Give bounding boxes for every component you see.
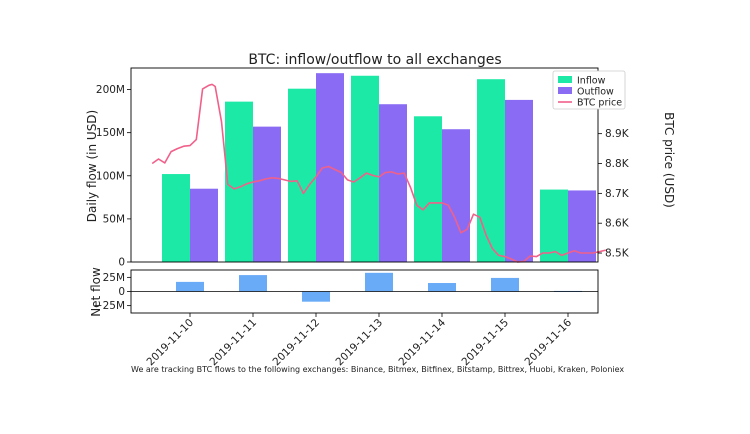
net-flow-bar-2 [239,275,267,292]
y2-tick-label-3: 8.7K [605,188,630,200]
y2-tick-label-4: 8.8K [605,158,630,170]
y2-tick-label-2: 8.6K [605,218,630,230]
net-flow-group [131,272,598,302]
x-tick-label-6: 2019-11-15 [459,317,511,369]
y-tick-label-3: 100M [96,170,125,182]
y-axis-label: Daily flow (in USD) [85,110,99,222]
outflow-bar-5 [442,129,470,262]
y2-tick-label-1: 8.5K [605,248,630,260]
net-flow-bar-5 [428,283,456,292]
legend-label-3: BTC price [577,98,622,109]
inflow-bar-1 [162,174,190,262]
legend-swatch-2 [558,87,572,94]
net-y-tick-label-1: 25M [103,272,125,284]
inflow-bar-5 [414,116,442,262]
inflow-bar-3 [288,88,316,263]
inflow-bar-7 [540,189,568,262]
y-tick-label-2: 50M [103,213,125,225]
x-tick-label-7: 2019-11-16 [522,316,574,368]
legend-swatch-1 [558,76,572,83]
net-flow-bar-3 [302,291,330,302]
inflow-bar-4 [351,75,379,262]
x-tick-label-4: 2019-11-13 [333,317,385,369]
x-tick-label-1: 2019-11-10 [144,317,196,369]
x-tick-label-3: 2019-11-12 [270,317,322,369]
outflow-bar-7 [568,190,596,262]
main-plot-frame [130,67,599,263]
y2-tick-label-5: 8.9K [605,128,630,140]
y2-axis-label: BTC price (USD) [662,112,676,208]
inflow-bar-6 [477,79,505,262]
inflow-bar-2 [225,101,253,262]
price-line-group [151,83,606,263]
y-tick-label-1: 0 [118,257,125,269]
chart-title: BTC: inflow/outflow to all exchanges [248,52,501,68]
net-flow-axis-label: Net flow [89,267,103,317]
net-flow-bar-1 [176,281,204,292]
net-y-tick-label-2: 0 [118,286,125,298]
bar-series-group [162,73,596,263]
x-tick-label-2: 2019-11-11 [207,317,259,369]
outflow-bar-4 [379,104,407,262]
btc-price-line [151,83,606,263]
y-tick-label-4: 150M [96,127,125,139]
outflow-bar-2 [253,126,281,263]
net-flow-bar-6 [491,277,519,292]
net-y-tick-label-3: −25M [94,300,125,312]
outflow-bar-6 [505,99,533,262]
footnote: We are tracking BTC flows to the followi… [131,365,624,374]
outflow-bar-1 [190,188,218,262]
y-tick-label-5: 200M [96,84,125,96]
net-flow-bar-4 [365,272,393,292]
legend-label-2: Outflow [577,87,614,98]
legend-label-1: Inflow [577,76,606,87]
x-tick-label-5: 2019-11-14 [396,316,448,368]
